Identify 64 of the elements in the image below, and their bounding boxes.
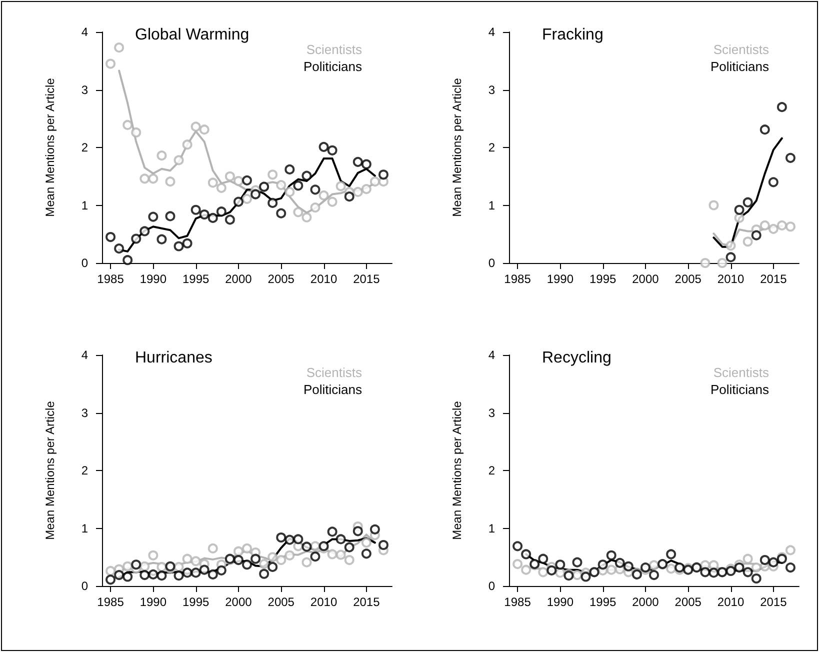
y-tick-label: 2 [81, 140, 88, 154]
y-tick-label: 1 [488, 521, 496, 536]
y-tick-label: 4 [488, 25, 496, 39]
x-tick-label: 2010 [717, 595, 744, 609]
x-tick-label: 2000 [632, 595, 660, 609]
x-tick-label: 1985 [504, 595, 532, 609]
x-tick-label: 1995 [182, 272, 210, 286]
x-tick-label: 1990 [140, 272, 167, 286]
x-tick-label: 2015 [760, 595, 788, 609]
x-tick-label: 1995 [589, 272, 616, 286]
x-tick-label: 1990 [140, 595, 167, 609]
x-tick-label: 1995 [182, 595, 210, 609]
y-tick-label: 1 [488, 198, 496, 212]
y-tick-label: 1 [81, 198, 88, 212]
y-tick-label: 3 [488, 82, 496, 97]
y-tick-label: 2 [488, 140, 496, 154]
y-tick-label: 4 [488, 348, 496, 362]
chart-title: Fracking [542, 26, 604, 44]
x-tick-label: 2000 [225, 272, 252, 286]
x-tick-label: 2005 [268, 595, 295, 609]
x-tick-label: 2010 [717, 272, 744, 286]
text: Scientists [306, 42, 362, 57]
x-tick-label: 2000 [632, 272, 660, 286]
x-tick-label: 2015 [353, 272, 380, 286]
x-tick-label: 2010 [310, 595, 338, 609]
y-tick-label: 4 [81, 348, 88, 362]
text: Scientists [713, 365, 770, 380]
y-axis-title: Mean Mentions per Article [450, 400, 464, 540]
y-tick-label: 3 [81, 406, 88, 420]
x-tick-label: 2005 [674, 595, 702, 609]
x-tick-label: 2015 [760, 272, 788, 286]
x-tick-label: 2000 [225, 595, 252, 609]
y-tick-label: 0 [488, 256, 496, 270]
x-tick-label: 2015 [353, 595, 380, 609]
text: Politicians [303, 59, 362, 74]
text: Politicians [303, 382, 362, 397]
text: Politicians [710, 382, 770, 397]
y-axis-title: Mean Mentions per Article [43, 78, 57, 217]
y-tick-label: 2 [488, 464, 496, 478]
chart-title: Global Warming [135, 26, 250, 44]
x-tick-label: 1985 [97, 272, 124, 286]
text: Scientists [713, 42, 770, 57]
y-tick-label: 4 [81, 25, 88, 39]
y-tick-label: 1 [81, 521, 88, 536]
x-tick-label: 1995 [589, 595, 616, 609]
y-tick-label: 0 [81, 256, 88, 270]
x-tick-label: 2005 [268, 272, 295, 286]
x-tick-label: 1985 [504, 272, 532, 286]
y-tick-label: 3 [488, 406, 496, 420]
chart-title: Hurricanes [135, 350, 212, 366]
chart-title: Recycling [542, 350, 612, 366]
x-tick-label: 2005 [674, 272, 702, 286]
y-tick-label: 2 [81, 464, 88, 478]
x-tick-label: 1990 [546, 272, 574, 286]
y-tick-label: 3 [81, 82, 88, 97]
y-tick-label: 0 [488, 579, 496, 593]
y-axis-title: Mean Mentions per Article [450, 78, 464, 217]
x-tick-label: 1990 [546, 595, 574, 609]
x-tick-label: 2010 [310, 272, 338, 286]
y-axis-title: Mean Mentions per Article [43, 400, 57, 540]
text: Politicians [710, 59, 770, 74]
text: Scientists [306, 365, 362, 380]
y-tick-label: 0 [81, 579, 88, 593]
x-tick-label: 1985 [97, 595, 124, 609]
